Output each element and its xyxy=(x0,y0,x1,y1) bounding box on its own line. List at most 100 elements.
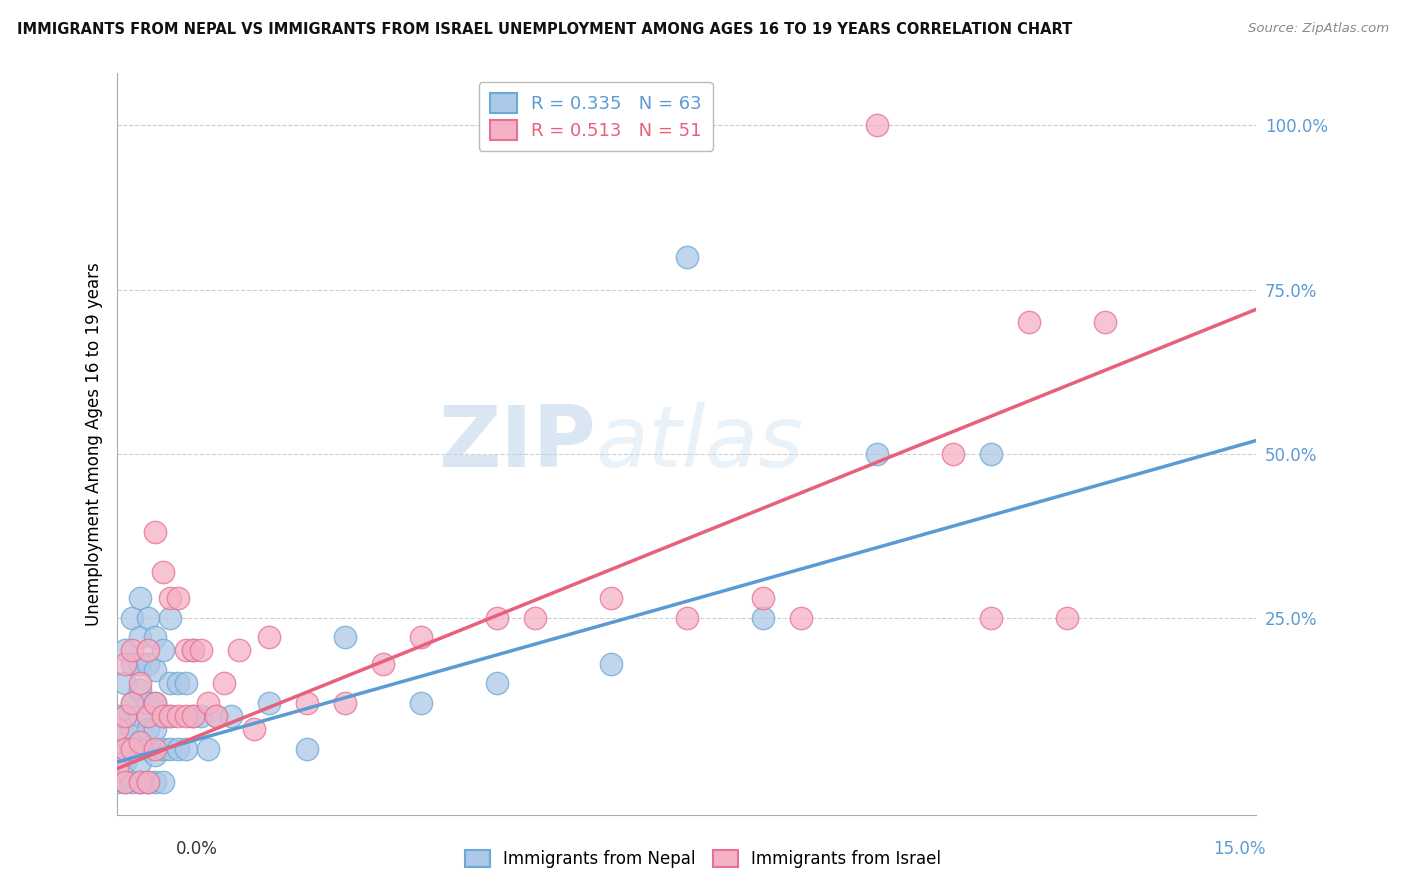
Point xyxy=(129,735,152,749)
Text: 15.0%: 15.0% xyxy=(1213,840,1265,858)
Point xyxy=(114,709,136,723)
Point xyxy=(167,742,190,756)
Point xyxy=(121,742,143,756)
Point xyxy=(114,774,136,789)
Point xyxy=(105,723,128,737)
Point xyxy=(105,742,128,756)
Point xyxy=(243,723,266,737)
Point xyxy=(129,591,152,605)
Point xyxy=(136,657,159,671)
Point xyxy=(159,742,181,756)
Point xyxy=(121,696,143,710)
Legend: Immigrants from Nepal, Immigrants from Israel: Immigrants from Nepal, Immigrants from I… xyxy=(458,843,948,875)
Point xyxy=(136,742,159,756)
Point xyxy=(1018,315,1040,329)
Point xyxy=(129,755,152,769)
Point xyxy=(159,591,181,605)
Point xyxy=(121,774,143,789)
Point xyxy=(136,610,159,624)
Point xyxy=(105,762,128,776)
Point xyxy=(228,643,250,657)
Point xyxy=(257,696,280,710)
Point xyxy=(143,742,166,756)
Point xyxy=(212,676,235,690)
Point xyxy=(114,742,136,756)
Text: 0.0%: 0.0% xyxy=(176,840,218,858)
Point xyxy=(129,631,152,645)
Point xyxy=(159,709,181,723)
Point xyxy=(152,709,174,723)
Point xyxy=(152,709,174,723)
Point xyxy=(152,565,174,579)
Point xyxy=(866,447,889,461)
Legend: R = 0.335   N = 63, R = 0.513   N = 51: R = 0.335 N = 63, R = 0.513 N = 51 xyxy=(479,82,713,151)
Point xyxy=(143,696,166,710)
Point xyxy=(129,735,152,749)
Point xyxy=(159,610,181,624)
Point xyxy=(143,663,166,677)
Point xyxy=(121,723,143,737)
Point xyxy=(159,676,181,690)
Point xyxy=(181,643,204,657)
Point xyxy=(1094,315,1116,329)
Point xyxy=(789,610,811,624)
Point xyxy=(121,610,143,624)
Point xyxy=(371,657,394,671)
Point xyxy=(409,631,432,645)
Point xyxy=(114,676,136,690)
Point xyxy=(205,709,228,723)
Point xyxy=(980,447,1002,461)
Point xyxy=(197,696,219,710)
Text: ZIP: ZIP xyxy=(437,402,596,485)
Y-axis label: Unemployment Among Ages 16 to 19 years: Unemployment Among Ages 16 to 19 years xyxy=(86,262,103,625)
Point xyxy=(1056,610,1078,624)
Point xyxy=(295,696,318,710)
Point xyxy=(143,631,166,645)
Point xyxy=(866,119,889,133)
Point xyxy=(129,774,152,789)
Point xyxy=(136,774,159,789)
Point xyxy=(333,696,356,710)
Text: Source: ZipAtlas.com: Source: ZipAtlas.com xyxy=(1249,22,1389,36)
Point xyxy=(114,709,136,723)
Point xyxy=(174,643,197,657)
Point xyxy=(485,676,508,690)
Point xyxy=(942,447,965,461)
Point xyxy=(114,643,136,657)
Point xyxy=(152,774,174,789)
Point xyxy=(751,610,773,624)
Point xyxy=(257,631,280,645)
Point xyxy=(675,250,697,264)
Point xyxy=(143,723,166,737)
Point xyxy=(121,657,143,671)
Point xyxy=(599,591,621,605)
Point xyxy=(143,748,166,763)
Point xyxy=(197,742,219,756)
Point xyxy=(136,709,159,723)
Point xyxy=(167,676,190,690)
Point xyxy=(174,709,197,723)
Point xyxy=(121,643,143,657)
Point xyxy=(174,676,197,690)
Point xyxy=(599,657,621,671)
Point xyxy=(219,709,242,723)
Point xyxy=(129,676,152,690)
Point xyxy=(167,709,190,723)
Point xyxy=(143,696,166,710)
Point xyxy=(136,696,159,710)
Point xyxy=(152,742,174,756)
Point xyxy=(114,729,136,743)
Point xyxy=(136,643,159,657)
Point xyxy=(114,774,136,789)
Point xyxy=(121,696,143,710)
Point xyxy=(675,610,697,624)
Point xyxy=(114,657,136,671)
Point xyxy=(485,610,508,624)
Point xyxy=(105,709,128,723)
Point xyxy=(129,657,152,671)
Text: IMMIGRANTS FROM NEPAL VS IMMIGRANTS FROM ISRAEL UNEMPLOYMENT AMONG AGES 16 TO 19: IMMIGRANTS FROM NEPAL VS IMMIGRANTS FROM… xyxy=(17,22,1073,37)
Point xyxy=(105,774,128,789)
Point xyxy=(167,591,190,605)
Point xyxy=(159,709,181,723)
Point xyxy=(181,709,204,723)
